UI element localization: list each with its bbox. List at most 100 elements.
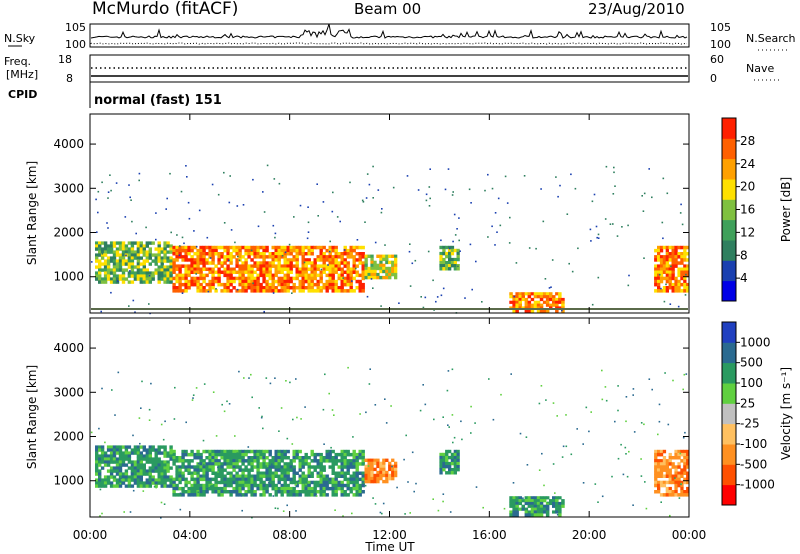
power-cell (292, 276, 296, 281)
power-cell (238, 279, 242, 284)
power-cell (654, 273, 658, 278)
velocity-cell (262, 483, 266, 488)
velocity-scatter (500, 393, 502, 396)
velocity-cell (304, 493, 308, 497)
velocity-cell (139, 472, 143, 476)
velocity-scatter (139, 442, 141, 445)
velocity-cell (115, 457, 120, 461)
colorbar-segment (722, 444, 736, 465)
velocity-cell (184, 452, 188, 457)
velocity-cell (301, 483, 305, 488)
velocity-cell (163, 478, 167, 482)
power-cell (202, 258, 206, 262)
power-cell (124, 262, 129, 266)
velocity-cell (121, 481, 126, 485)
velocity-cell (106, 445, 111, 449)
power-cell (217, 276, 221, 281)
power-cell (238, 276, 242, 281)
power-cell (196, 252, 200, 256)
power-scatter (257, 225, 260, 228)
power-cell (265, 279, 269, 284)
power-cell (680, 270, 684, 274)
velocity-cell (304, 452, 308, 457)
power-cell (289, 258, 293, 262)
power-scatter (574, 187, 577, 190)
power-cell (286, 264, 290, 268)
velocity-cell (295, 493, 299, 497)
velocity-cell (280, 456, 284, 460)
velocity-cell (98, 463, 102, 467)
velocity-cell (244, 465, 248, 469)
power-cell (515, 295, 519, 299)
power-cell (343, 264, 347, 268)
power-cell (657, 258, 661, 262)
velocity-cell (175, 471, 179, 475)
velocity-cell (289, 490, 293, 494)
power-cell (337, 252, 341, 256)
power-cell (298, 289, 302, 293)
power-cell (310, 267, 314, 271)
velocity-cell (331, 465, 335, 469)
velocity-cell (163, 484, 167, 488)
velocity-cell (524, 501, 529, 506)
velocity-cell (683, 456, 687, 460)
power-cell (391, 254, 395, 258)
power-cell (124, 277, 129, 281)
power-scatter (361, 199, 364, 202)
velocity-cell (235, 493, 239, 497)
velocity-cell (268, 474, 272, 478)
velocity-cell (232, 486, 236, 491)
velocity-cell (133, 466, 138, 470)
velocity-cell (370, 461, 374, 466)
power-cell (253, 261, 257, 265)
velocity-cell (127, 460, 132, 464)
power-cell (178, 245, 182, 250)
power-cell (139, 274, 143, 278)
power-scatter (229, 175, 231, 177)
power-cell (196, 289, 200, 293)
power-cell (115, 259, 120, 263)
velocity-cell (163, 481, 167, 485)
power-cell (325, 289, 329, 293)
power-cell (169, 271, 173, 275)
velocity-cell (223, 483, 227, 488)
power-cell (310, 245, 314, 250)
power-scatter (195, 273, 197, 275)
power-cell (199, 289, 203, 293)
velocity-cell (277, 468, 281, 472)
power-cell (343, 282, 347, 287)
velocity-scatter (138, 417, 141, 419)
power-cell (331, 258, 335, 262)
velocity-scatter (99, 488, 102, 491)
y-tick-label: 2000 (53, 430, 84, 444)
velocity-cell (450, 452, 455, 457)
power-cell (238, 248, 242, 253)
power-cell (100, 277, 105, 281)
velocity-cell (265, 456, 269, 460)
power-cell (268, 255, 272, 259)
power-cell (286, 282, 290, 287)
velocity-cell (283, 477, 287, 482)
power-cell (328, 255, 332, 259)
velocity-cell (671, 465, 675, 469)
power-cell (680, 252, 684, 256)
velocity-scatter (315, 495, 318, 497)
velocity-scatter (234, 435, 236, 437)
power-scatter (643, 192, 646, 195)
velocity-cell (654, 449, 658, 454)
velocity-cell (325, 449, 329, 454)
power-cell (337, 276, 341, 281)
power-cell (524, 292, 529, 296)
velocity-cell (247, 474, 251, 478)
velocity-scatter (384, 398, 386, 400)
power-cell (217, 258, 221, 262)
power-scatter (272, 292, 275, 294)
x-tick-label: 20:00 (572, 528, 607, 542)
velocity-cell (334, 486, 338, 491)
velocity-scatter (117, 371, 120, 374)
velocity-cell (367, 473, 371, 478)
velocity-scatter (632, 394, 634, 396)
velocity-cell (268, 449, 272, 454)
power-cell (361, 286, 365, 290)
velocity-cell (229, 452, 233, 457)
